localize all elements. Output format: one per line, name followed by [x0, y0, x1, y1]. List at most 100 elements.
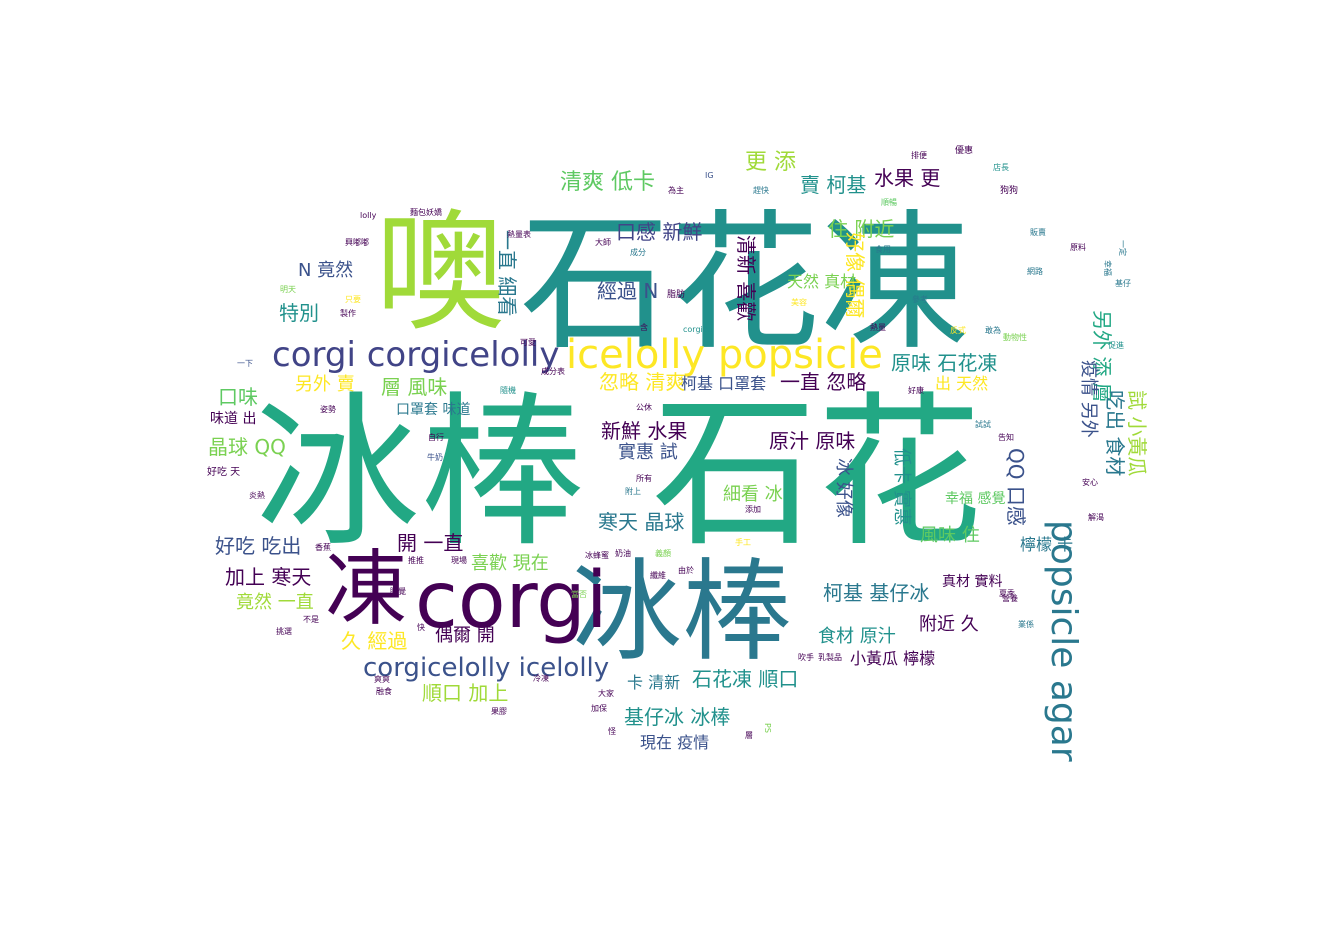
cloud-word: 幸福: [1103, 260, 1112, 276]
cloud-word: 味道 出: [210, 411, 256, 427]
cloud-word: 另外 賣: [295, 374, 355, 395]
cloud-word: 脂肪: [667, 288, 685, 300]
cloud-word: 為主: [668, 185, 684, 195]
cloud-word: 由於: [678, 565, 694, 575]
cloud-word: 營養: [1002, 593, 1018, 603]
cloud-word: 試試: [975, 419, 991, 429]
cloud-word: 製作: [340, 308, 356, 318]
cloud-word: 附上: [625, 486, 641, 496]
cloud-word: 風味 住: [920, 525, 980, 546]
cloud-word: 偶爾 開: [435, 625, 495, 646]
cloud-word: 挑選: [276, 626, 292, 636]
cloud-word: 幸福 感覺: [945, 490, 1005, 507]
cloud-word: 賣 柯基: [800, 173, 866, 197]
cloud-word: 夏季: [999, 588, 1015, 598]
cloud-word: 吹手: [798, 652, 814, 662]
cloud-word: QQ 口感: [1004, 448, 1028, 526]
cloud-word: corgicelolly icelolly: [363, 653, 609, 683]
cloud-word: 業係: [1018, 619, 1034, 629]
cloud-word: 卡 清新: [627, 673, 680, 692]
cloud-word: 食用: [875, 244, 891, 254]
cloud-word: 住 附近: [828, 217, 894, 241]
cloud-word: 另外 添 層: [1090, 310, 1114, 403]
cloud-word: 真材 實料: [942, 573, 1002, 590]
cloud-word: 開 一直: [397, 531, 463, 555]
cloud-word: 熱量表: [507, 229, 531, 239]
cloud-word: 只要: [345, 295, 361, 304]
cloud-word: 石花凍: [520, 197, 970, 371]
cloud-word: 原味 石花凍: [891, 351, 997, 375]
cloud-word: corgi corgicelolly: [272, 335, 560, 375]
cloud-word: 告知: [998, 432, 1014, 442]
cloud-word: 優惠: [955, 144, 973, 156]
cloud-word: 融食: [376, 686, 392, 696]
cloud-word: 實惠 試: [618, 442, 678, 463]
cloud-word: 推推: [408, 555, 424, 565]
cloud-word: 排便: [911, 150, 927, 160]
cloud-word: 小黃瓜 檸檬: [850, 649, 935, 668]
cloud-word: 趕快: [753, 185, 769, 195]
cloud-word: 狗狗: [1000, 184, 1018, 196]
cloud-word: 果膠: [491, 707, 507, 716]
cloud-word: 反式: [950, 325, 966, 335]
cloud-word: 柯基 基仔冰: [823, 581, 929, 605]
cloud-word: 冰蜂蜜: [585, 550, 609, 560]
cloud-word: 纖維: [650, 570, 666, 580]
cloud-word: 店長: [993, 162, 1009, 172]
cloud-word: 好吃 吃出: [215, 534, 301, 558]
cloud-word: 販賣: [1030, 227, 1046, 237]
cloud-word: 一下: [237, 359, 253, 368]
cloud-word: 層: [745, 731, 753, 740]
cloud-word: 手工: [735, 537, 751, 547]
cloud-word: 口味: [218, 385, 258, 409]
cloud-word: 爽爽: [374, 675, 390, 684]
cloud-word: 更 添: [745, 150, 796, 175]
cloud-word: 冰棒: [572, 548, 792, 676]
cloud-word: corgice: [683, 325, 712, 334]
cloud-word: 安心: [1082, 477, 1098, 487]
cloud-word: 敢為: [985, 325, 1001, 335]
cloud-word: 添加: [745, 504, 761, 514]
cloud-word: 原汁 原味: [769, 429, 855, 453]
cloud-word: popsicle agar: [1043, 520, 1084, 762]
cloud-word: 天然 真材: [787, 272, 856, 291]
cloud-word: 檸檬 卡: [1020, 535, 1073, 554]
cloud-word: 網路: [1027, 266, 1043, 276]
cloud-word: 清爽 低卡: [560, 170, 655, 195]
cloud-word: 促進: [1108, 340, 1124, 350]
cloud-word: 附近 久: [919, 614, 979, 635]
cloud-word: 乳製品: [818, 652, 842, 662]
cloud-word: 公休: [636, 402, 652, 412]
cloud-word: 忽略 清爽: [599, 370, 685, 394]
cloud-word: 晶球 QQ: [208, 435, 286, 459]
cloud-word: 層 風味: [381, 375, 447, 399]
cloud-word: 喜歡 現在: [471, 553, 549, 574]
cloud-word: 凍: [325, 542, 407, 637]
cloud-word: 一定: [1118, 240, 1128, 256]
cloud-word: 成分表: [541, 366, 565, 376]
cloud-word: IG: [705, 171, 714, 180]
cloud-word: 大家: [598, 688, 614, 698]
cloud-word: 加保: [591, 703, 607, 713]
cloud-word: 隨機: [500, 385, 516, 395]
cloud-word: 熱量: [870, 322, 886, 332]
cloud-word: 冷凍: [533, 673, 549, 683]
cloud-word: 姿勢: [320, 404, 336, 414]
cloud-word: icelolly popsicle: [566, 332, 883, 378]
cloud-word: 原料: [1070, 242, 1086, 252]
cloud-word: 久 經過: [341, 629, 407, 653]
cloud-word: 炎熱: [249, 490, 265, 500]
cloud-word: 竟然 一直: [236, 592, 314, 613]
cloud-word: 含: [640, 322, 648, 332]
cloud-word: 怪: [608, 726, 616, 736]
cloud-word: 明天: [280, 285, 296, 294]
cloud-word: 大師: [595, 237, 611, 247]
cloud-word: 水果 更: [874, 166, 940, 190]
cloud-word: 出 天然: [935, 374, 988, 393]
cloud-word: 成分: [630, 247, 646, 257]
cloud-word: lolly: [360, 211, 377, 220]
cloud-word: 吃出 食材: [1103, 390, 1127, 476]
cloud-word: 低卡 實惠: [891, 448, 912, 526]
